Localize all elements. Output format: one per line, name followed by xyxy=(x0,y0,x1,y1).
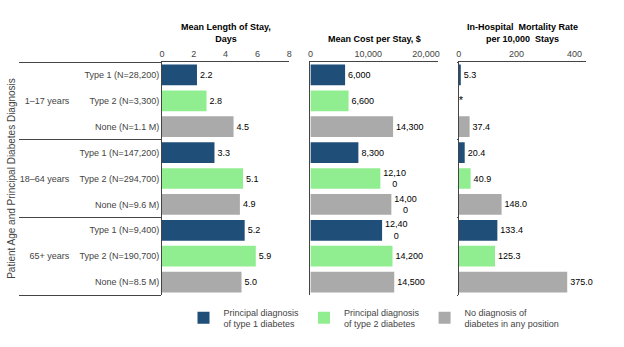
svg-text:133.4: 133.4 xyxy=(500,225,523,235)
svg-text:2.8: 2.8 xyxy=(210,96,223,106)
svg-text:10,000: 10,000 xyxy=(354,49,382,59)
svg-text:Principal diagnosisof type 1 d: Principal diagnosisof type 1 diabetes xyxy=(224,308,300,330)
svg-text:In-Hospital Mortality Rateper: In-Hospital Mortality Rateper 10,000 Sta… xyxy=(467,22,578,44)
svg-text:6,000: 6,000 xyxy=(348,70,371,80)
svg-text:Type 1 (N=9,400): Type 1 (N=9,400) xyxy=(89,225,159,235)
svg-text:8: 8 xyxy=(287,49,292,59)
svg-text:20,000: 20,000 xyxy=(412,49,440,59)
svg-text:12,400: 12,400 xyxy=(385,219,408,241)
svg-text:12,100: 12,100 xyxy=(383,168,406,190)
svg-text:*: * xyxy=(459,94,464,106)
svg-text:Type 1 (N=28,200): Type 1 (N=28,200) xyxy=(84,70,159,80)
svg-text:5.0: 5.0 xyxy=(245,277,258,287)
svg-text:65+ years: 65+ years xyxy=(30,251,70,261)
svg-text:1–17 years: 1–17 years xyxy=(25,96,70,106)
svg-text:Patient Age and Principal Diab: Patient Age and Principal Diabetes Diagn… xyxy=(6,78,17,279)
svg-text:4.5: 4.5 xyxy=(237,122,250,132)
svg-text:5.3: 5.3 xyxy=(464,70,477,80)
svg-text:None (N=8.5 M): None (N=8.5 M) xyxy=(95,277,159,287)
svg-text:125.3: 125.3 xyxy=(498,251,521,261)
svg-text:Type 2 (N=3,300): Type 2 (N=3,300) xyxy=(89,96,159,106)
svg-text:No diagnosis ofdiabetes in any: No diagnosis ofdiabetes in any position xyxy=(465,308,559,330)
svg-text:40.9: 40.9 xyxy=(474,174,492,184)
svg-text:5.9: 5.9 xyxy=(259,251,272,261)
svg-text:6: 6 xyxy=(255,49,260,59)
svg-text:0: 0 xyxy=(308,49,313,59)
svg-text:None (N=1.1 M): None (N=1.1 M) xyxy=(95,122,159,132)
svg-text:Principal diagnosisof type 2 d: Principal diagnosisof type 2 diabetes xyxy=(344,308,420,330)
svg-text:Mean Cost per Stay, $: Mean Cost per Stay, $ xyxy=(328,34,421,44)
svg-text:0: 0 xyxy=(159,49,164,59)
svg-text:2.2: 2.2 xyxy=(200,70,213,80)
svg-text:Mean Length of Stay,Days: Mean Length of Stay,Days xyxy=(181,22,271,44)
svg-text:Type 2 (N=294,700): Type 2 (N=294,700) xyxy=(79,174,159,184)
svg-text:8,300: 8,300 xyxy=(361,148,384,158)
svg-text:Type 2 (N=190,700): Type 2 (N=190,700) xyxy=(79,251,159,261)
svg-text:4: 4 xyxy=(223,49,228,59)
svg-text:5.2: 5.2 xyxy=(248,225,261,235)
svg-text:6,600: 6,600 xyxy=(352,96,375,106)
svg-text:200: 200 xyxy=(509,49,524,59)
svg-text:14,000: 14,000 xyxy=(394,194,417,216)
svg-text:None (N=9.6 M): None (N=9.6 M) xyxy=(95,200,159,210)
svg-text:Type 1 (N=147,200): Type 1 (N=147,200) xyxy=(79,148,159,158)
svg-text:3.3: 3.3 xyxy=(217,148,230,158)
svg-text:14,300: 14,300 xyxy=(396,122,424,132)
svg-text:375.0: 375.0 xyxy=(570,277,593,287)
svg-text:148.0: 148.0 xyxy=(505,199,528,209)
svg-text:37.4: 37.4 xyxy=(473,122,491,132)
svg-text:20.4: 20.4 xyxy=(468,148,486,158)
svg-text:14,500: 14,500 xyxy=(397,277,425,287)
svg-text:14,200: 14,200 xyxy=(396,251,424,261)
svg-text:4.9: 4.9 xyxy=(243,199,256,209)
svg-text:18–64 years: 18–64 years xyxy=(20,174,70,184)
svg-text:0: 0 xyxy=(456,49,461,59)
svg-text:400: 400 xyxy=(567,49,582,59)
svg-text:5.1: 5.1 xyxy=(246,174,259,184)
svg-text:2: 2 xyxy=(191,49,196,59)
